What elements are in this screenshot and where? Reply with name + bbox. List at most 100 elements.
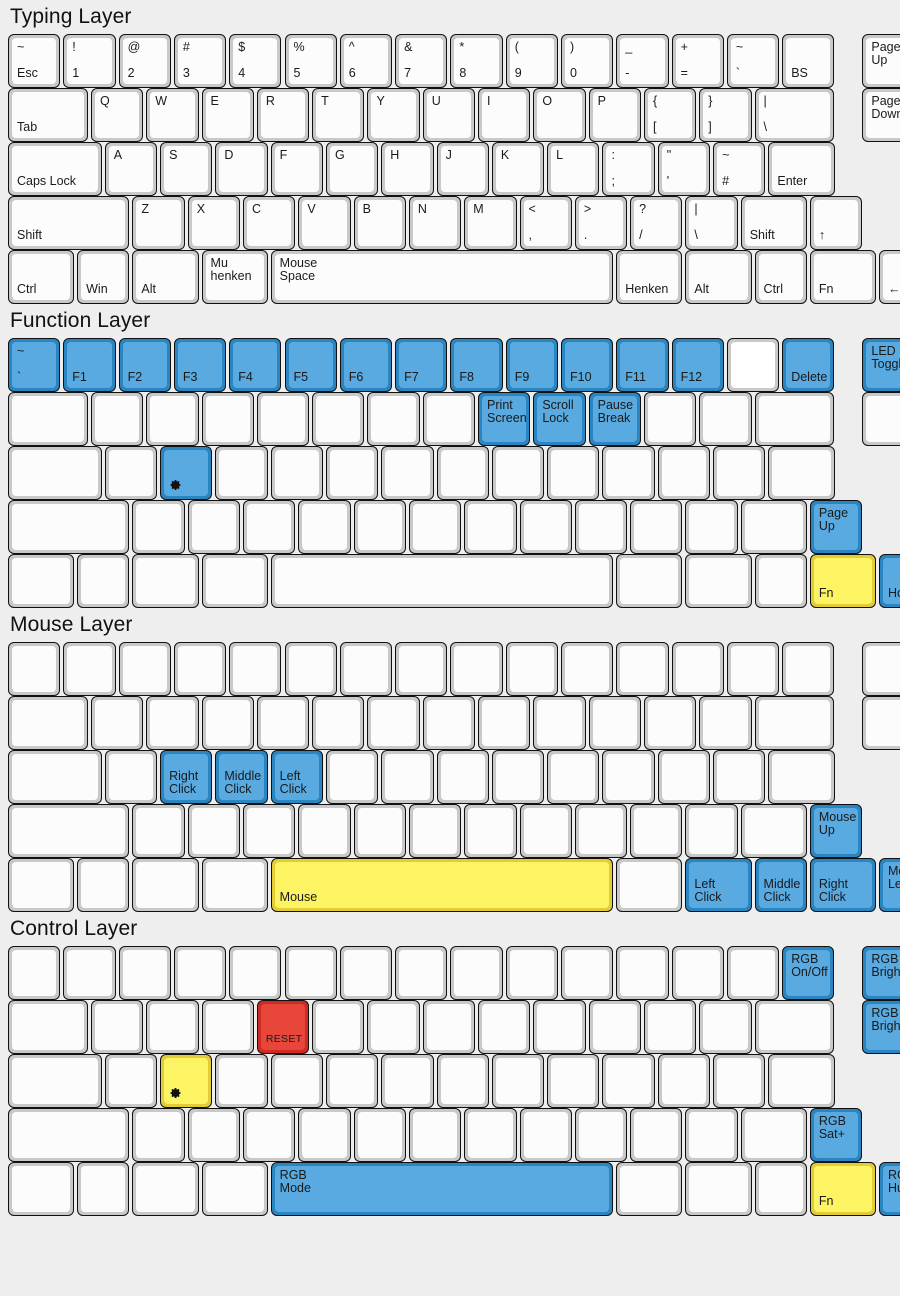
key-reset[interactable]: RESET bbox=[256, 1000, 310, 1055]
key-q[interactable]: Q bbox=[90, 88, 144, 143]
key-blank[interactable] bbox=[298, 500, 351, 555]
key-blank[interactable] bbox=[256, 696, 310, 751]
key-blank[interactable] bbox=[740, 500, 807, 555]
key-blank[interactable] bbox=[547, 446, 600, 501]
key-mouse-space[interactable]: Mouse Space bbox=[270, 250, 614, 305]
key-blank[interactable] bbox=[713, 1054, 766, 1109]
key-blank[interactable] bbox=[77, 1162, 130, 1217]
key-blank[interactable] bbox=[602, 750, 655, 805]
key-blank[interactable] bbox=[243, 500, 296, 555]
key-blank[interactable] bbox=[713, 446, 766, 501]
key-blank[interactable] bbox=[284, 946, 337, 1001]
key-ctrl[interactable]: Ctrl bbox=[8, 250, 75, 305]
key-blank[interactable] bbox=[8, 642, 61, 697]
key-blank[interactable] bbox=[104, 750, 158, 805]
key-blank[interactable] bbox=[132, 1108, 185, 1163]
key-j[interactable]: J bbox=[436, 142, 489, 197]
key-blank[interactable] bbox=[367, 1000, 420, 1055]
key-right-click[interactable]: Right Click bbox=[160, 750, 213, 805]
key-[interactable]: ← bbox=[878, 250, 900, 305]
key-blank[interactable] bbox=[312, 392, 365, 447]
key-blank[interactable] bbox=[685, 500, 738, 555]
key-g[interactable]: G bbox=[325, 142, 379, 197]
key-pause-break[interactable]: Pause Break bbox=[588, 392, 641, 447]
key-right-click[interactable]: Right Click bbox=[809, 858, 876, 913]
key-blank[interactable] bbox=[561, 642, 614, 697]
key-f2[interactable]: F2 bbox=[118, 338, 171, 393]
key-blank[interactable] bbox=[243, 804, 296, 859]
key-y[interactable]: Y bbox=[367, 88, 420, 143]
key-rgb-hue-[interactable]: RGB Hue- bbox=[878, 1162, 900, 1217]
key-blank[interactable] bbox=[8, 554, 75, 609]
key-6[interactable]: ^ 6 bbox=[339, 34, 393, 89]
key-blank[interactable] bbox=[643, 1000, 697, 1055]
key-blank[interactable] bbox=[201, 554, 268, 609]
key-blank[interactable] bbox=[90, 1000, 144, 1055]
key-[interactable]: ~ ` bbox=[8, 338, 61, 393]
key-blank[interactable] bbox=[726, 946, 780, 1001]
key-blank[interactable] bbox=[588, 1000, 641, 1055]
key-h[interactable]: H bbox=[381, 142, 434, 197]
key-blank[interactable] bbox=[862, 642, 900, 697]
key-blank[interactable] bbox=[754, 1162, 807, 1217]
key-middle-click[interactable]: Middle Click bbox=[215, 750, 268, 805]
key-enter[interactable]: Enter bbox=[768, 142, 835, 197]
key-blank[interactable] bbox=[104, 1054, 158, 1109]
key-blank[interactable] bbox=[395, 642, 448, 697]
key-blank[interactable] bbox=[187, 500, 241, 555]
key-blank[interactable] bbox=[408, 1108, 462, 1163]
key-blank[interactable] bbox=[8, 446, 102, 501]
key-f6[interactable]: F6 bbox=[339, 338, 393, 393]
key-blank[interactable] bbox=[561, 946, 614, 1001]
key-alt[interactable]: Alt bbox=[685, 250, 752, 305]
key-blank[interactable] bbox=[270, 554, 614, 609]
key-[interactable]: :; bbox=[602, 142, 655, 197]
key-f7[interactable]: F7 bbox=[395, 338, 448, 393]
key-blank[interactable] bbox=[657, 446, 711, 501]
key-blank[interactable] bbox=[201, 392, 254, 447]
key-p[interactable]: P bbox=[588, 88, 641, 143]
key-1[interactable]: ! 1 bbox=[63, 34, 116, 89]
key-ctrl[interactable]: Ctrl bbox=[754, 250, 807, 305]
key-blank[interactable] bbox=[8, 500, 130, 555]
key-rgb-bright-[interactable]: RGB Bright- bbox=[862, 1000, 900, 1055]
key-blank[interactable] bbox=[740, 804, 807, 859]
key-blank[interactable] bbox=[8, 750, 102, 805]
key-page-up[interactable]: Page Up bbox=[809, 500, 863, 555]
key-u[interactable]: U bbox=[422, 88, 476, 143]
key-blank[interactable] bbox=[657, 1054, 711, 1109]
key-blank[interactable] bbox=[367, 696, 420, 751]
key-blank[interactable] bbox=[478, 1000, 531, 1055]
key-blank[interactable] bbox=[146, 392, 199, 447]
key-blank[interactable] bbox=[256, 392, 310, 447]
key-3[interactable]: #3 bbox=[173, 34, 227, 89]
key-blank[interactable] bbox=[229, 642, 282, 697]
key-blank[interactable] bbox=[464, 1108, 517, 1163]
key-blank[interactable] bbox=[201, 858, 268, 913]
key-delete[interactable]: Delete bbox=[782, 338, 835, 393]
key-blank[interactable] bbox=[685, 1162, 752, 1217]
key-tab[interactable]: Tab bbox=[8, 88, 88, 143]
key-blank[interactable] bbox=[547, 750, 600, 805]
key-blank[interactable] bbox=[104, 446, 158, 501]
key-bs[interactable]: BS bbox=[782, 34, 835, 89]
key-blank[interactable] bbox=[8, 1108, 130, 1163]
key-blank[interactable] bbox=[422, 696, 476, 751]
key-blank[interactable] bbox=[8, 1000, 88, 1055]
key-blank[interactable] bbox=[643, 696, 697, 751]
key-blank[interactable] bbox=[201, 696, 254, 751]
key-left-click[interactable]: Left Click bbox=[270, 750, 323, 805]
key-blank[interactable] bbox=[284, 642, 337, 697]
key-blank[interactable] bbox=[215, 446, 268, 501]
key-gear-icon[interactable] bbox=[160, 1054, 213, 1109]
key-blank[interactable] bbox=[243, 1108, 296, 1163]
key-f5[interactable]: F5 bbox=[284, 338, 337, 393]
key-blank[interactable] bbox=[519, 804, 572, 859]
key-blank[interactable] bbox=[630, 804, 683, 859]
key-blank[interactable] bbox=[63, 642, 116, 697]
key-blank[interactable] bbox=[491, 1054, 545, 1109]
key-f10[interactable]: F10 bbox=[561, 338, 614, 393]
key-left-click[interactable]: Left Click bbox=[685, 858, 752, 913]
key-blank[interactable] bbox=[118, 642, 171, 697]
key-alt[interactable]: Alt bbox=[132, 250, 199, 305]
